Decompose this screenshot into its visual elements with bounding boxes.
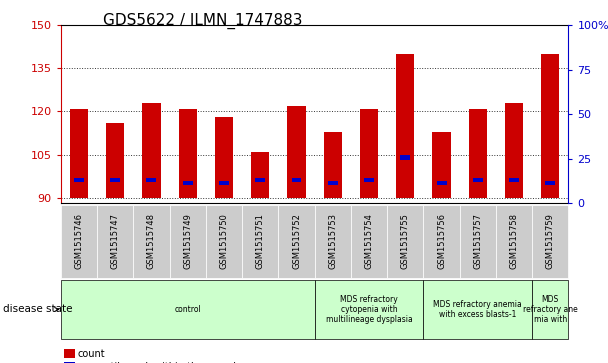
Text: MDS refractory anemia
with excess blasts-1: MDS refractory anemia with excess blasts…: [434, 300, 522, 319]
Text: GSM1515752: GSM1515752: [292, 213, 301, 269]
Bar: [70, 109, 88, 197]
Bar: [437, 181, 446, 185]
Bar: [291, 178, 302, 183]
Bar: [142, 103, 161, 197]
Bar: [251, 152, 269, 197]
Bar: [364, 178, 374, 183]
Text: GSM1515759: GSM1515759: [546, 213, 555, 269]
Bar: [110, 178, 120, 183]
Bar: [323, 131, 342, 197]
Bar: [215, 117, 233, 197]
Bar: [74, 178, 84, 183]
Text: GSM1515750: GSM1515750: [219, 213, 229, 269]
Bar: [106, 123, 124, 197]
Text: GSM1515746: GSM1515746: [74, 213, 83, 269]
Text: percentile rank within the sample: percentile rank within the sample: [77, 362, 242, 363]
Text: GDS5622 / ILMN_1747883: GDS5622 / ILMN_1747883: [103, 13, 303, 29]
Text: MDS
refractory ane
mia with: MDS refractory ane mia with: [523, 294, 578, 325]
Bar: [360, 109, 378, 197]
Bar: [328, 181, 338, 185]
Bar: [183, 181, 193, 185]
Text: disease state: disease state: [3, 305, 72, 314]
Bar: [505, 103, 523, 197]
Bar: [509, 178, 519, 183]
Text: GSM1515748: GSM1515748: [147, 213, 156, 269]
Text: control: control: [174, 305, 201, 314]
Bar: [179, 109, 197, 197]
Bar: [473, 178, 483, 183]
Text: count: count: [77, 349, 105, 359]
Text: GSM1515757: GSM1515757: [473, 213, 482, 269]
Bar: [541, 54, 559, 197]
Bar: [219, 181, 229, 185]
Bar: [432, 131, 451, 197]
Bar: [545, 181, 555, 185]
Bar: [396, 54, 415, 197]
Text: GSM1515751: GSM1515751: [256, 213, 264, 269]
Text: GSM1515758: GSM1515758: [510, 213, 519, 269]
Bar: [147, 178, 156, 183]
Text: GSM1515754: GSM1515754: [365, 213, 373, 269]
Bar: [469, 109, 487, 197]
Text: MDS refractory
cytopenia with
multilineage dysplasia: MDS refractory cytopenia with multilinea…: [326, 294, 412, 325]
Text: GSM1515755: GSM1515755: [401, 213, 410, 269]
Text: GSM1515756: GSM1515756: [437, 213, 446, 269]
Bar: [400, 155, 410, 159]
Bar: [288, 106, 306, 197]
Text: GSM1515749: GSM1515749: [183, 213, 192, 269]
Bar: [255, 178, 265, 183]
Text: GSM1515753: GSM1515753: [328, 213, 337, 269]
Text: GSM1515747: GSM1515747: [111, 213, 120, 269]
